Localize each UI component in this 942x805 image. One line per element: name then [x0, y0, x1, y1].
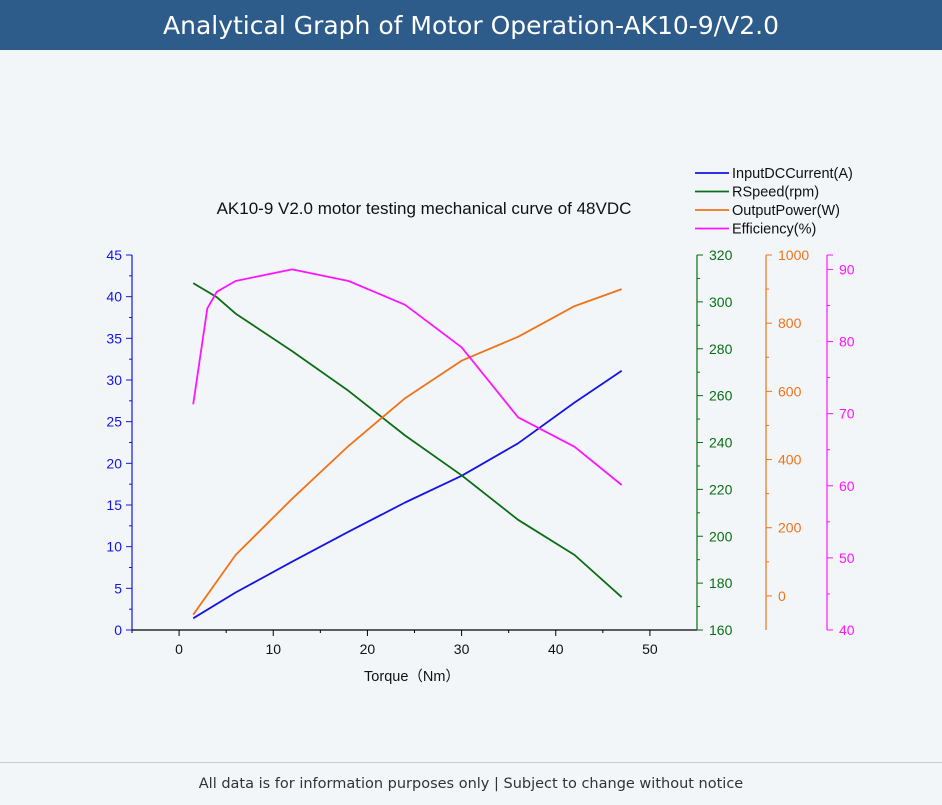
current-tick-label: 40 — [106, 289, 122, 305]
current-axis: 0 5 10 15 20 25 30 35 40 45 — [106, 247, 133, 638]
power-axis: 0 200 400 600 800 1000 — [765, 247, 809, 630]
power-tick-label: 0 — [778, 588, 786, 604]
speed-axis: 160 180 200 220 240 260 280 300 320 — [696, 247, 733, 638]
efficiency-tick-label: 70 — [839, 406, 855, 422]
power-series-line — [192, 288, 623, 616]
power-tick-label: 200 — [778, 520, 802, 536]
x-axis-label: Torque（Nm） — [364, 668, 460, 685]
x-tick-label: 30 — [454, 641, 470, 657]
speed-tick-label: 160 — [709, 622, 733, 638]
legend-label-current: InputDCCurrent(A) — [732, 166, 853, 182]
current-tick-label: 25 — [106, 414, 122, 430]
axes: 0 10 20 30 40 50 0 5 10 15 20 25 30 35 40 45 160 180 200 22… — [106, 247, 854, 657]
speed-tick-label: 220 — [709, 481, 733, 497]
power-tick-label: 800 — [778, 315, 802, 331]
motor-chart: AK10-9 V2.0 motor testing mechanical cur… — [106, 166, 854, 685]
efficiency-tick-label: 90 — [839, 261, 855, 277]
efficiency-tick-label: 40 — [839, 622, 855, 638]
x-tick-label: 20 — [360, 641, 376, 657]
efficiency-axis: 40 50 60 70 80 90 — [826, 254, 855, 638]
efficiency-tick-label: 60 — [839, 478, 855, 494]
legend-label-speed: RSpeed(rpm) — [732, 185, 819, 201]
efficiency-series-line — [192, 268, 623, 486]
speed-tick-label: 320 — [709, 247, 733, 263]
x-tick-label: 50 — [642, 641, 658, 657]
footer-note: All data is for information purposes onl… — [198, 776, 744, 792]
current-series-line — [192, 370, 623, 620]
power-tick-label: 1000 — [778, 247, 809, 263]
speed-tick-label: 200 — [709, 528, 733, 544]
series-lines — [192, 268, 623, 620]
chart-title: AK10-9 V2.0 motor testing mechanical cur… — [217, 199, 632, 218]
power-tick-label: 600 — [778, 383, 802, 399]
speed-tick-label: 240 — [709, 435, 733, 451]
power-tick-label: 400 — [778, 452, 802, 468]
current-tick-label: 35 — [106, 330, 122, 346]
current-tick-label: 0 — [114, 622, 122, 638]
current-tick-label: 15 — [106, 497, 122, 513]
x-tick-label: 0 — [175, 641, 183, 657]
legend: InputDCCurrent(A) RSpeed(rpm) OutputPower(… — [695, 166, 853, 238]
speed-series-line — [192, 282, 623, 598]
current-tick-label: 20 — [106, 455, 122, 471]
speed-tick-label: 280 — [709, 341, 733, 357]
page-footer: All data is for information purposes onl… — [0, 762, 942, 805]
efficiency-tick-label: 50 — [839, 550, 855, 566]
page-header: Analytical Graph of Motor Operation-AK10… — [0, 0, 942, 50]
current-tick-label: 10 — [106, 539, 122, 555]
efficiency-tick-label: 80 — [839, 334, 855, 350]
current-tick-label: 45 — [106, 247, 122, 263]
x-tick-label: 40 — [548, 641, 564, 657]
legend-label-efficiency: Efficiency(%) — [732, 222, 816, 238]
speed-tick-label: 300 — [709, 294, 733, 310]
chart-area: AK10-9 V2.0 motor testing mechanical cur… — [0, 50, 942, 762]
current-tick-label: 5 — [114, 580, 122, 596]
speed-tick-label: 180 — [709, 575, 733, 591]
legend-label-power: OutputPower(W) — [732, 203, 840, 219]
page-title: Analytical Graph of Motor Operation-AK10… — [163, 10, 779, 40]
x-tick-label: 10 — [265, 641, 281, 657]
speed-tick-label: 260 — [709, 388, 733, 404]
current-tick-label: 30 — [106, 372, 122, 388]
